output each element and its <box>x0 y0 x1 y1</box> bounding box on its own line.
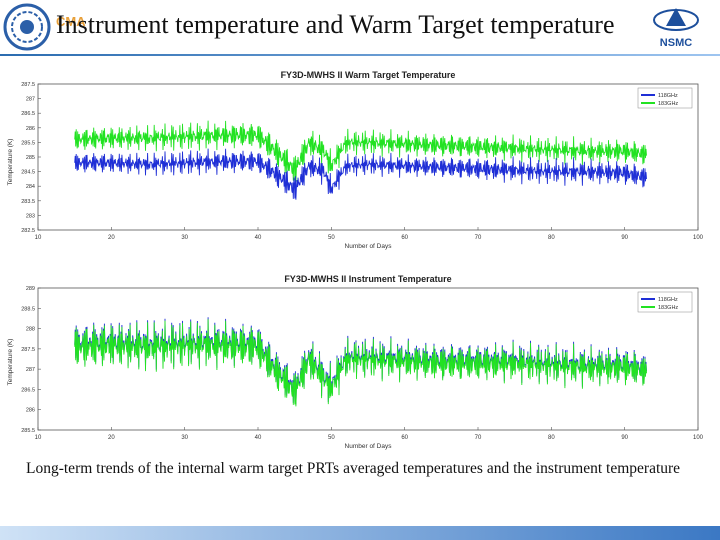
y-tick-label: 287.5 <box>21 347 35 353</box>
y-tick-label: 286 <box>26 408 35 414</box>
y-tick-label: 286.5 <box>21 387 35 393</box>
x-tick-label: 90 <box>621 235 628 241</box>
y-tick-label: 289 <box>26 286 35 292</box>
legend-entry: 183GHz <box>658 101 678 107</box>
slide-title: Instrument temperature and Warm Target t… <box>56 10 615 39</box>
x-tick-label: 20 <box>108 235 115 241</box>
legend-entry: 118GHz <box>658 93 678 99</box>
x-tick-label: 70 <box>475 235 482 241</box>
instrument-temperature-chart: FY3D-MWHS II Instrument Temperature 10 20… <box>7 274 704 450</box>
cma-logo-icon <box>3 3 51 51</box>
x-tick-label: 60 <box>401 235 408 241</box>
y-axis-label: Temperature (K) <box>7 339 14 386</box>
x-tick-label: 60 <box>401 435 408 441</box>
x-tick-label: 30 <box>181 235 188 241</box>
nsmc-logo-text: NSMC <box>660 37 692 49</box>
x-axis-label: Number of Days <box>345 443 393 450</box>
slide-caption: Long-term trends of the internal warm ta… <box>26 460 681 477</box>
x-axis-label: Number of Days <box>345 243 393 250</box>
y-tick-label: 288.5 <box>21 306 35 312</box>
y-tick-label: 285.5 <box>21 140 35 146</box>
x-tick-label: 10 <box>35 435 42 441</box>
warm-target-temperature-chart: FY3D-MWHS II Warm Target Temperature 10 2… <box>7 70 704 250</box>
x-tick-label: 40 <box>255 435 262 441</box>
y-tick-label: 283.5 <box>21 199 35 205</box>
x-tick-label: 80 <box>548 435 555 441</box>
series-line-183GHz <box>74 120 647 182</box>
legend-entry: 118GHz <box>658 297 678 303</box>
y-tick-label: 282.5 <box>21 228 35 234</box>
y-tick-label: 287 <box>26 97 35 103</box>
y-tick-label: 285 <box>26 155 35 161</box>
y-tick-label: 287.5 <box>21 82 35 88</box>
x-tick-label: 100 <box>693 235 704 241</box>
plot-area: 10 20 30 40 50 60 70 80 90 100 285.5 286 286.5 287 287… <box>21 286 703 441</box>
y-tick-label: 284.5 <box>21 170 35 176</box>
x-tick-label: 50 <box>328 235 335 241</box>
y-tick-label: 287 <box>26 367 35 373</box>
cma-logo-text: CMA <box>56 14 86 29</box>
y-axis-label: Temperature (K) <box>7 139 14 186</box>
series-line-183GHz <box>74 319 647 407</box>
series-line-118GHz <box>74 148 647 200</box>
y-tick-label: 285.5 <box>21 428 35 434</box>
y-tick-label: 286 <box>26 126 35 132</box>
x-tick-label: 40 <box>255 235 262 241</box>
nsmc-logo-icon: NSMC <box>653 8 699 49</box>
x-tick-label: 50 <box>328 435 335 441</box>
x-tick-label: 100 <box>693 435 704 441</box>
x-tick-label: 10 <box>35 235 42 241</box>
x-tick-label: 20 <box>108 435 115 441</box>
chart-title: FY3D-MWHS II Warm Target Temperature <box>281 70 456 80</box>
y-tick-label: 283 <box>26 213 35 219</box>
x-tick-label: 80 <box>548 235 555 241</box>
x-tick-label: 70 <box>475 435 482 441</box>
legend-entry: 183GHz <box>658 305 678 311</box>
y-tick-label: 284 <box>26 184 35 190</box>
chart-title: FY3D-MWHS II Instrument Temperature <box>284 274 451 284</box>
plot-area: 10 20 30 40 50 60 70 80 90 100 282.5 283 283.5 284 284… <box>21 82 703 241</box>
y-tick-label: 288 <box>26 327 35 333</box>
x-tick-label: 90 <box>621 435 628 441</box>
title-rule <box>0 54 720 56</box>
x-tick-label: 30 <box>181 435 188 441</box>
y-tick-label: 286.5 <box>21 111 35 117</box>
footer-bar <box>0 526 720 540</box>
